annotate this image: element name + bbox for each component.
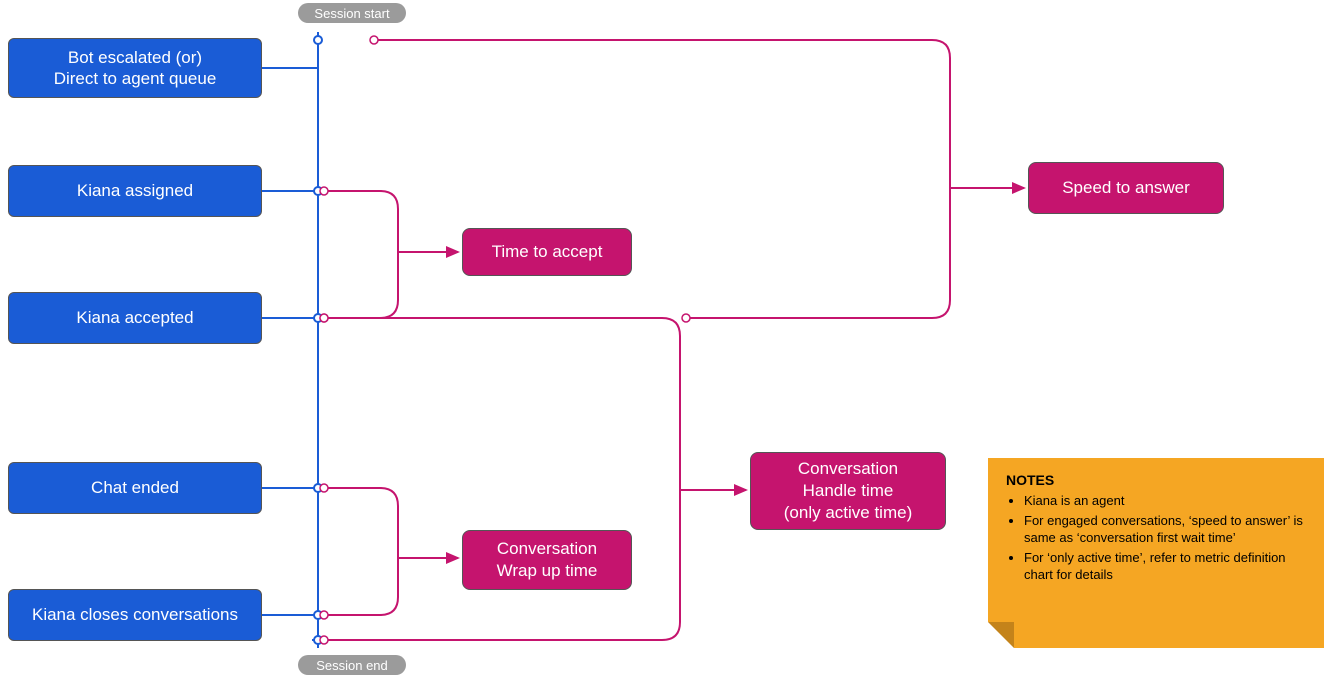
event-kiana-accepted: Kiana accepted bbox=[8, 292, 262, 344]
notes-item: For ‘only active time’, refer to metric … bbox=[1024, 549, 1306, 584]
metric-handle-time-line1: Conversation bbox=[784, 458, 912, 480]
metric-wrap-up-time: ConversationWrap up time bbox=[462, 530, 632, 590]
event-kiana-closes: Kiana closes conversations bbox=[8, 589, 262, 641]
notes-fold-icon bbox=[988, 622, 1014, 648]
session-end-pill: Session end bbox=[298, 655, 406, 675]
session-start-pill: Session start bbox=[298, 3, 406, 23]
notes-title: NOTES bbox=[1006, 472, 1306, 488]
event-kiana-accepted-line1: Kiana accepted bbox=[76, 307, 193, 328]
event-bot-escalated-line1: Bot escalated (or) bbox=[54, 47, 217, 68]
event-bot-escalated-line2: Direct to agent queue bbox=[54, 68, 217, 89]
metric-time-to-accept: Time to accept bbox=[462, 228, 632, 276]
metric-time-to-accept-line1: Time to accept bbox=[492, 241, 603, 263]
notes-item: Kiana is an agent bbox=[1024, 492, 1306, 510]
metric-wrap-up-time-line1: Conversation bbox=[497, 538, 598, 560]
event-chat-ended-line1: Chat ended bbox=[91, 477, 179, 498]
metric-handle-time-line3: (only active time) bbox=[784, 502, 912, 524]
event-kiana-assigned-line1: Kiana assigned bbox=[77, 180, 193, 201]
notes-item: For engaged conversations, ‘speed to ans… bbox=[1024, 512, 1306, 547]
metric-wrap-up-time-line2: Wrap up time bbox=[497, 560, 598, 582]
event-bot-escalated: Bot escalated (or)Direct to agent queue bbox=[8, 38, 262, 98]
metric-handle-time: ConversationHandle time(only active time… bbox=[750, 452, 946, 530]
event-chat-ended: Chat ended bbox=[8, 462, 262, 514]
metric-handle-time-line2: Handle time bbox=[784, 480, 912, 502]
notes-list: Kiana is an agent For engaged conversatio… bbox=[1006, 492, 1306, 584]
metric-speed-to-answer: Speed to answer bbox=[1028, 162, 1224, 214]
metric-speed-to-answer-line1: Speed to answer bbox=[1062, 177, 1190, 199]
event-kiana-assigned: Kiana assigned bbox=[8, 165, 262, 217]
notes-panel: NOTES Kiana is an agent For engaged conver… bbox=[988, 458, 1324, 648]
event-kiana-closes-line1: Kiana closes conversations bbox=[32, 604, 238, 625]
